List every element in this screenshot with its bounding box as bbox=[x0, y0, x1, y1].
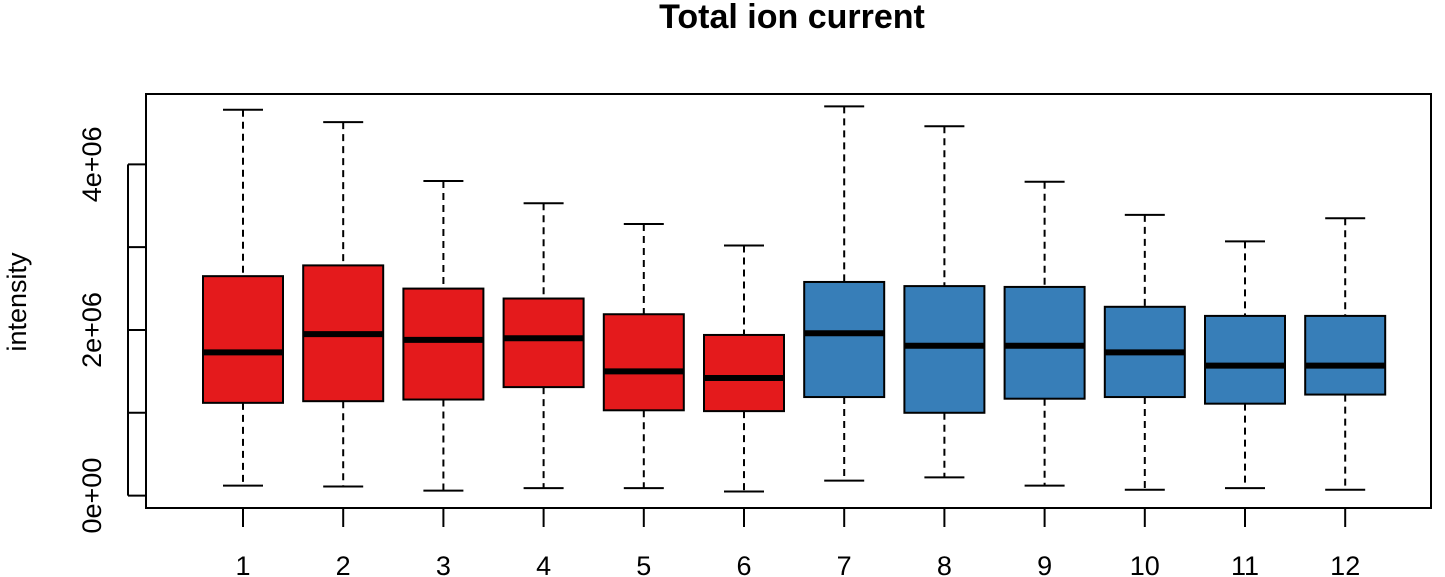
x-tick-label-2: 2 bbox=[336, 551, 351, 577]
box-6 bbox=[703, 333, 785, 413]
x-tick-label-10: 10 bbox=[1130, 551, 1160, 577]
x-tick-label-5: 5 bbox=[636, 551, 651, 577]
x-tick-label-8: 8 bbox=[937, 551, 952, 577]
box-11 bbox=[1204, 314, 1286, 405]
box-12 bbox=[1304, 314, 1387, 396]
x-tick-label-11: 11 bbox=[1231, 551, 1259, 577]
x-tick-label-9: 9 bbox=[1037, 551, 1052, 577]
x-tick-label-7: 7 bbox=[837, 551, 852, 577]
x-tick-label-4: 4 bbox=[536, 551, 551, 577]
x-tick-label-6: 6 bbox=[736, 551, 751, 577]
box-4 bbox=[502, 297, 585, 389]
x-tick-label-12: 12 bbox=[1330, 551, 1360, 577]
x-tick-label-3: 3 bbox=[436, 551, 451, 577]
box-8 bbox=[903, 285, 986, 414]
chart-title: Total ion current bbox=[659, 0, 925, 36]
y-tick-label-2: 2e+06 bbox=[77, 292, 107, 368]
box-5 bbox=[602, 313, 685, 412]
box-3 bbox=[402, 287, 485, 401]
box-1 bbox=[202, 275, 284, 404]
y-tick-label-0: 0e+00 bbox=[77, 458, 107, 534]
y-tick-label-4: 4e+06 bbox=[77, 126, 107, 202]
box-7 bbox=[803, 280, 886, 399]
x-tick-label-1: 1 bbox=[235, 551, 250, 577]
y-axis-label: intensity bbox=[2, 252, 32, 352]
